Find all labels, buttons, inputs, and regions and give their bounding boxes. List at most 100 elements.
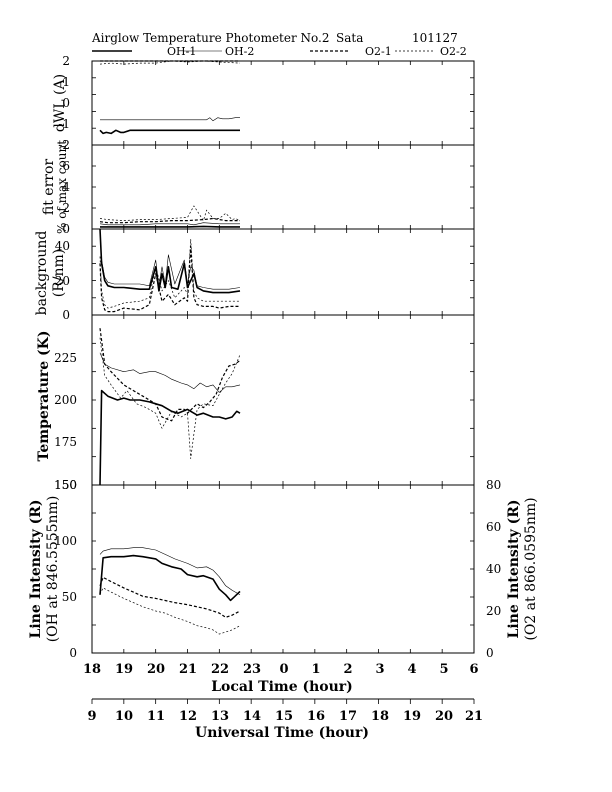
series-line-oh2-panel-5 xyxy=(99,547,241,596)
local-time-tick: 6 xyxy=(469,662,478,677)
series-line-o22-panel-5 xyxy=(99,587,241,635)
universal-time-tick: 12 xyxy=(179,709,197,724)
universal-time-tick-labels: 9 10 11 12 13 14 15 16 17 18 19 20 21 xyxy=(87,709,483,724)
series-line-o22-panel-2 xyxy=(99,205,241,221)
fit-error-ytick-labels: 6 4 2 0 xyxy=(62,159,70,236)
local-time-tick: 19 xyxy=(115,662,133,677)
intensity-left-ytick-labels: 150 100 50 0 xyxy=(54,478,77,660)
local-time-tick: 0 xyxy=(279,662,288,677)
intensity-left-ytick-label: 50 xyxy=(62,590,77,604)
series-line-o21-panel-5 xyxy=(99,576,241,618)
dwl-ytick-label: 0 xyxy=(62,96,70,110)
intensity-left-ytick-label: 150 xyxy=(54,478,77,492)
legend: OH-1 OH-2 O2-1 O2-2 xyxy=(92,45,467,58)
background-ytick-label: 40 xyxy=(55,239,70,253)
site-name: Sata xyxy=(336,31,363,45)
legend-label-o22: O2-2 xyxy=(440,45,467,58)
series-line-oh1-panel-3 xyxy=(99,228,241,294)
series-line-oh1-panel-5 xyxy=(99,554,241,602)
background-ytick-label: 20 xyxy=(55,274,70,288)
local-time-tick: 20 xyxy=(147,662,165,677)
fit-error-ytick-label: 2 xyxy=(62,201,70,215)
background-ylabel-line1: background xyxy=(34,231,50,316)
tick-marks xyxy=(91,61,475,704)
series-line-oh2-panel-1 xyxy=(100,117,240,122)
intensity-right-ytick-label: 20 xyxy=(486,604,501,618)
local-time-tick: 21 xyxy=(179,662,197,677)
temperature-ylabel: Temperature (K) xyxy=(36,331,52,462)
legend-label-o21: O2-1 xyxy=(365,45,392,58)
series-line-o21-panel-3 xyxy=(99,245,240,313)
universal-time-tick: 9 xyxy=(87,709,96,724)
dwl-ytick-label: -2 xyxy=(58,138,70,152)
local-time-tick: 3 xyxy=(375,662,384,677)
universal-time-tick: 20 xyxy=(435,709,453,724)
legend-label-oh1: OH-1 xyxy=(167,45,196,58)
temperature-ytick-labels: 225 200 175 150 xyxy=(54,351,77,492)
background-ytick-label: 0 xyxy=(62,308,70,322)
local-time-tick: 18 xyxy=(83,662,101,677)
local-time-tick: 4 xyxy=(407,662,416,677)
panel-frame-intensity xyxy=(91,484,475,654)
series-line-oh1-panel-4 xyxy=(99,389,241,486)
series-line-oh1-panel-1 xyxy=(99,129,240,135)
intensity-right-ytick-label: 80 xyxy=(486,478,501,492)
temperature-ytick-label: 175 xyxy=(54,435,77,449)
series-line-o21-panel-2 xyxy=(99,217,240,224)
series-line-oh2-panel-2 xyxy=(99,222,240,226)
dwl-ytick-label: 2 xyxy=(62,54,70,68)
dwl-ylabel: dWL (A) xyxy=(52,74,68,132)
fit-error-ytick-label: 6 xyxy=(62,159,70,173)
local-time-tick: 22 xyxy=(211,662,229,677)
local-time-tick: 5 xyxy=(439,662,448,677)
panel-frame-dwl xyxy=(91,60,475,146)
intensity-right-ylabel-line2: (O2 at 866.0595nm) xyxy=(523,497,539,640)
dwl-ytick-label: 1 xyxy=(62,75,70,89)
universal-time-tick: 10 xyxy=(115,709,133,724)
universal-time-tick: 13 xyxy=(211,709,229,724)
universal-time-tick: 14 xyxy=(243,709,261,724)
temperature-ytick-label: 200 xyxy=(54,393,77,407)
background-ylabel-line2: (R/nm) xyxy=(51,249,67,297)
local-time-tick-labels: 18 19 20 21 22 23 0 1 2 3 4 5 6 xyxy=(83,662,479,677)
dwl-ytick-label: -1 xyxy=(58,117,70,131)
intensity-right-ytick-label: 60 xyxy=(486,520,501,534)
fit-error-ytick-label: 4 xyxy=(62,180,70,194)
series-line-oh2-panel-3 xyxy=(99,232,241,290)
intensity-left-ytick-label: 0 xyxy=(69,646,77,660)
universal-time-axis-label: Universal Time (hour) xyxy=(195,725,369,741)
panel-frame-fit-error xyxy=(91,144,475,230)
local-time-axis-label: Local Time (hour) xyxy=(211,679,353,695)
series-line-o22-panel-4 xyxy=(99,337,241,459)
series-lines xyxy=(99,60,241,635)
universal-time-tick: 19 xyxy=(403,709,421,724)
intensity-ylabel-line1: Line Intensity (R) xyxy=(28,500,44,639)
fit-error-ylabel-line2: % of max count xyxy=(55,140,69,234)
intensity-left-ytick-label: 100 xyxy=(54,534,77,548)
universal-time-tick: 17 xyxy=(339,709,357,724)
intensity-right-ylabel-line1: Line Intensity (R) xyxy=(506,500,522,639)
local-time-tick: 1 xyxy=(311,662,320,677)
background-ytick-labels: 40 20 0 xyxy=(55,239,70,322)
series-line-o22-panel-3 xyxy=(99,238,240,309)
universal-time-tick: 15 xyxy=(275,709,293,724)
chart-title: Airglow Temperature Photometer No.2 xyxy=(91,31,330,45)
temperature-ytick-label: 225 xyxy=(54,351,77,365)
temperature-ytick-label: 150 xyxy=(54,478,77,492)
local-time-tick: 23 xyxy=(243,662,261,677)
series-line-o21-panel-4 xyxy=(99,328,241,422)
universal-time-tick: 16 xyxy=(307,709,325,724)
panel-frame-temperature xyxy=(91,314,475,486)
universal-time-tick: 18 xyxy=(371,709,389,724)
date-label: 101127 xyxy=(412,31,458,45)
series-line-oh2-panel-4 xyxy=(99,352,241,393)
universal-time-tick: 11 xyxy=(147,709,165,724)
fit-error-ytick-label: 0 xyxy=(62,222,70,236)
local-time-tick: 2 xyxy=(343,662,352,677)
intensity-right-ytick-label: 40 xyxy=(486,562,501,576)
fit-error-ylabel-line1: fit error xyxy=(41,159,57,216)
series-line-o22-panel-1 xyxy=(99,60,241,65)
intensity-right-ytick-label: 0 xyxy=(486,646,494,660)
intensity-ylabel-line2: (OH at 846.5555nm) xyxy=(45,496,61,643)
